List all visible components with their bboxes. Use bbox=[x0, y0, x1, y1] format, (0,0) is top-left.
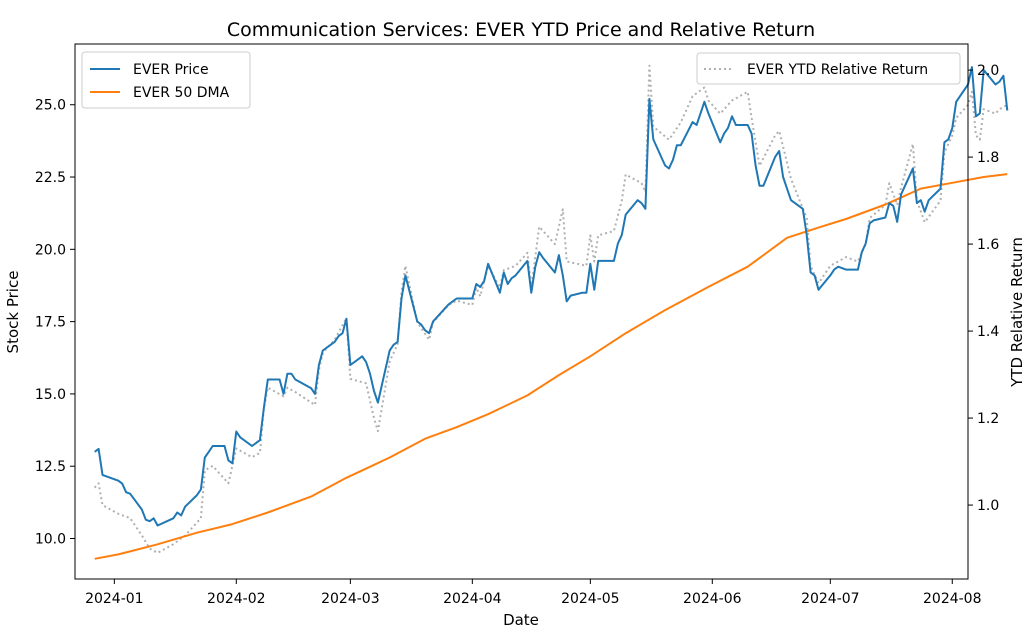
legend-right-box bbox=[696, 52, 961, 85]
legend-right: EVER YTD Relative Return bbox=[696, 52, 961, 85]
y-axis-label: Stock Price bbox=[4, 271, 22, 354]
y-tick-label: 17.5 bbox=[35, 315, 66, 331]
y-tick-label: 15.0 bbox=[35, 387, 66, 403]
plot-frame bbox=[74, 43, 969, 580]
legend-relative-label: EVER YTD Relative Return bbox=[747, 62, 928, 78]
series-price-line bbox=[94, 66, 1009, 527]
x-axis-label: Date bbox=[503, 611, 539, 629]
x-tick-label: 2024-04 bbox=[443, 591, 502, 607]
plot-area bbox=[93, 64, 1009, 560]
x-tick-label: 2024-07 bbox=[801, 591, 860, 607]
legend-price-label: EVER Price bbox=[133, 62, 209, 78]
series-relative-line bbox=[93, 64, 1008, 554]
x-tick-label: 2024-01 bbox=[85, 591, 144, 607]
y2-tick-label: 1.4 bbox=[977, 324, 999, 340]
chart-title: Communication Services: EVER YTD Price a… bbox=[227, 19, 815, 41]
y2-tick-label: 1.0 bbox=[977, 498, 999, 514]
y-tick-label: 20.0 bbox=[35, 242, 66, 258]
x-tick-label: 2024-06 bbox=[683, 591, 742, 607]
y2-tick-label: 1.6 bbox=[977, 237, 999, 253]
legend-left-box bbox=[81, 51, 251, 109]
y-tick-label: 10.0 bbox=[35, 532, 66, 548]
series-dma-line bbox=[94, 173, 1008, 560]
y2-tick-label: 1.2 bbox=[977, 411, 999, 427]
x-axis: 2024-01 2024-02 2024-03 2024-04 2024-05 2024-… bbox=[85, 579, 982, 607]
x-tick-label: 2024-08 bbox=[923, 591, 982, 607]
y-tick-label: 25.0 bbox=[35, 98, 66, 114]
y2-tick-label: 1.8 bbox=[977, 150, 999, 166]
y2-tick-label: 2.0 bbox=[977, 63, 999, 79]
x-tick-label: 2024-03 bbox=[321, 591, 380, 607]
x-tick-label: 2024-02 bbox=[207, 591, 266, 607]
y-tick-label: 22.5 bbox=[35, 170, 66, 186]
y2-axis: 1.0 1.2 1.4 1.6 1.8 2.0 bbox=[968, 63, 999, 514]
y-axis: 10.0 12.5 15.0 17.5 20.0 22.5 25.0 bbox=[35, 98, 75, 548]
legend-left: EVER Price EVER 50 DMA bbox=[81, 51, 251, 109]
x-tick-label: 2024-05 bbox=[561, 591, 620, 607]
y2-axis-label: YTD Relative Return bbox=[1008, 237, 1026, 388]
legend-dma-label: EVER 50 DMA bbox=[133, 85, 230, 101]
y-tick-label: 12.5 bbox=[35, 459, 66, 475]
